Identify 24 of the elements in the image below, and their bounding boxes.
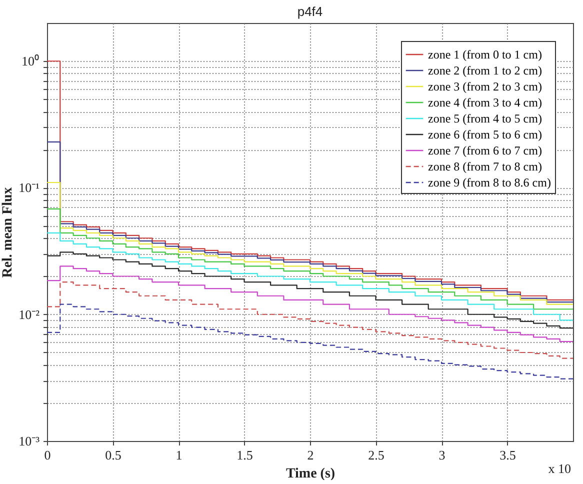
legend-label: zone 2 (from 1 to 2 cm) (428, 64, 542, 78)
y-tick-label: 10⁻¹ (18, 180, 40, 196)
legend-label: zone 9 (from 8 to 8.6 cm) (428, 176, 551, 190)
x-tick-label: 3 (438, 448, 446, 462)
x-tick-label: 2.5 (368, 448, 384, 462)
x-tick-label: 0 (44, 448, 51, 462)
y-tick-label: 10⁰ (22, 54, 40, 69)
x-tick-label: 3.5 (500, 448, 516, 462)
x-tick-label: 2 (307, 448, 314, 462)
legend-label: zone 5 (from 4 to 5 cm) (428, 112, 542, 126)
y-tick-label: 10⁻² (18, 306, 40, 322)
legend-label: zone 3 (from 2 to 3 cm) (428, 80, 542, 94)
chart-title: p4f4 (297, 4, 323, 19)
legend-label: zone 8 (from 7 to 8 cm) (428, 160, 542, 174)
y-tick-label: 10⁻³ (18, 434, 40, 448)
legend-label: zone 6 (from 5 to 6 cm) (428, 128, 542, 142)
y-axis-title: Rel. mean Flux (0, 187, 16, 278)
text: x 10 (548, 461, 571, 476)
x-tick-label: 1 (176, 448, 182, 462)
x-tick-label: 0.5 (105, 448, 122, 462)
legend-label: zone 4 (from 3 to 4 cm) (428, 96, 542, 110)
legend-label: zone 1 (from 0 to 1 cm) (428, 48, 542, 62)
x-tick-label: 1.5 (236, 448, 253, 462)
legend-label: zone 7 (from 6 to 7 cm) (428, 144, 542, 158)
